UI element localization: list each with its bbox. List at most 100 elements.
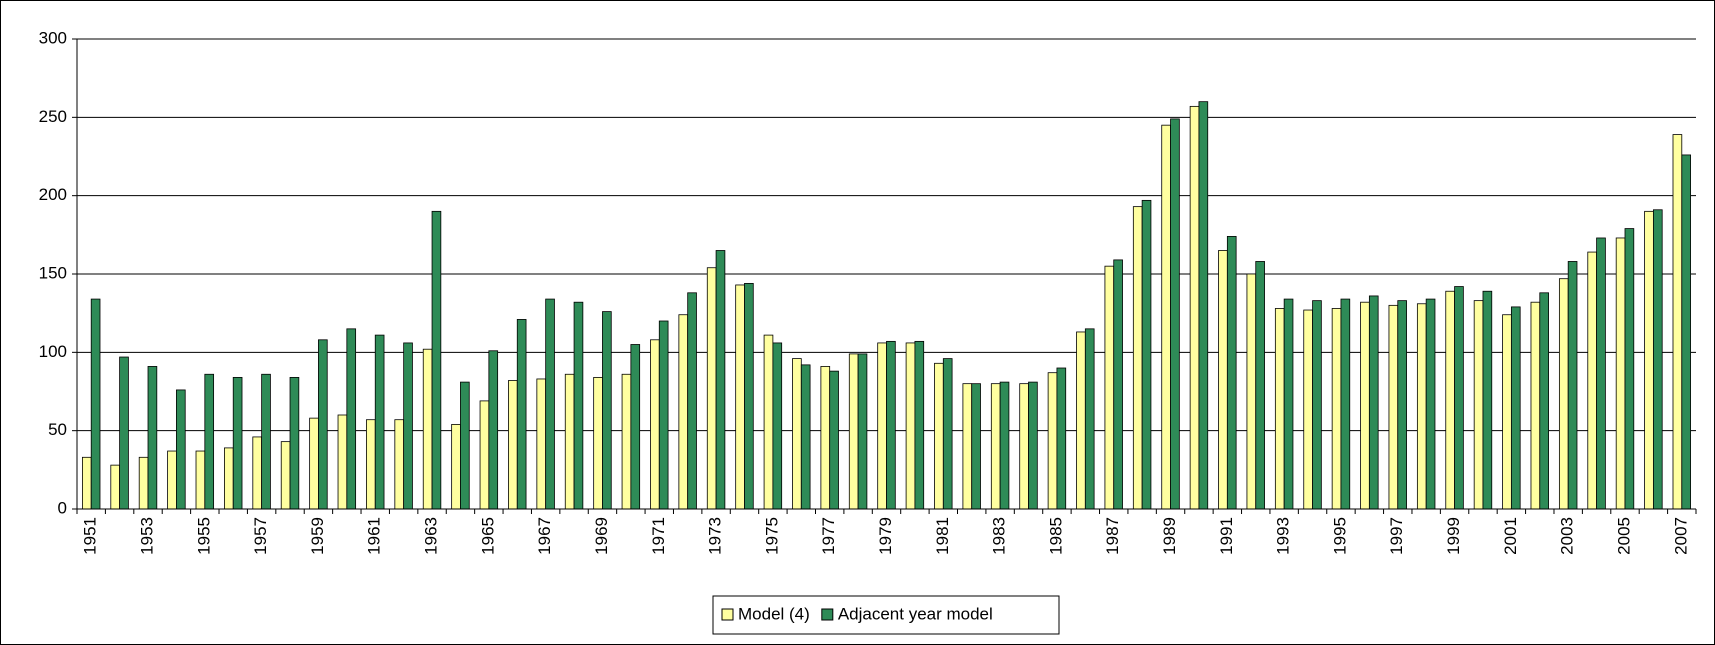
x-tick-label: 1965 — [478, 517, 497, 555]
bar — [176, 389, 186, 510]
x-tick-label: 1989 — [1160, 517, 1179, 555]
bar — [309, 417, 319, 510]
bar — [1652, 209, 1663, 510]
x-tick-label: 1975 — [762, 517, 781, 555]
bar — [1170, 118, 1180, 510]
bar — [508, 380, 518, 510]
x-tick-label: 1993 — [1274, 517, 1293, 555]
bar — [204, 373, 215, 510]
bar — [366, 419, 376, 510]
x-tick-label: 1997 — [1387, 517, 1406, 555]
bar — [962, 383, 973, 510]
bar — [1482, 290, 1493, 510]
bar — [195, 450, 206, 510]
bar — [1076, 331, 1086, 510]
bar — [942, 358, 953, 510]
bar — [1596, 237, 1606, 510]
bar — [877, 342, 887, 510]
legend: Model (4) Adjacent year model — [712, 595, 1060, 635]
bar — [138, 456, 149, 510]
bar — [536, 378, 547, 510]
y-tick-label: 200 — [39, 185, 67, 204]
x-tick-label: 1981 — [933, 517, 952, 555]
bar — [763, 334, 774, 510]
bar — [971, 383, 981, 510]
bar — [735, 284, 745, 510]
x-tick-label: 1969 — [592, 517, 611, 555]
bar — [289, 376, 300, 510]
bar — [1587, 251, 1597, 510]
x-tick-label: 1995 — [1330, 517, 1349, 555]
x-tick-label: 1985 — [1046, 517, 1065, 555]
bar — [886, 340, 896, 510]
bar — [744, 282, 754, 510]
bar — [81, 456, 92, 510]
x-tick-label: 1999 — [1444, 517, 1463, 555]
bar — [1274, 308, 1285, 510]
bar — [1539, 292, 1549, 510]
bar — [914, 340, 925, 510]
bar — [602, 311, 612, 510]
x-tick-label: 2001 — [1501, 517, 1520, 555]
bar — [318, 339, 328, 510]
bar — [451, 423, 461, 510]
bar — [990, 383, 1001, 510]
bar — [772, 342, 783, 510]
y-tick-label: 0 — [58, 498, 67, 517]
bar — [1226, 235, 1237, 510]
bar — [630, 344, 641, 510]
legend-swatch — [821, 608, 834, 621]
bar — [1141, 199, 1152, 510]
bar — [848, 353, 859, 510]
bar — [252, 436, 263, 510]
bar — [403, 342, 413, 510]
x-tick-label: 1979 — [876, 517, 895, 555]
bar — [999, 381, 1010, 510]
bar — [167, 450, 177, 510]
bar — [1113, 259, 1123, 510]
bar — [1360, 301, 1370, 510]
x-tick-label: 1955 — [194, 517, 213, 555]
x-tick-label: 1971 — [649, 517, 668, 555]
bar — [1473, 300, 1484, 510]
bar — [1246, 273, 1257, 510]
bar — [516, 319, 527, 510]
bar — [1084, 328, 1095, 510]
bar — [1502, 314, 1512, 510]
y-tick-label: 150 — [39, 263, 67, 282]
x-tick-label: 2003 — [1558, 517, 1577, 555]
bar — [1028, 381, 1038, 510]
bar — [1132, 206, 1143, 510]
bar — [1331, 308, 1342, 510]
bar — [346, 328, 357, 510]
bar — [545, 298, 555, 510]
bar — [1454, 286, 1464, 510]
bar — [1312, 300, 1322, 510]
bar — [829, 370, 839, 510]
bar — [1388, 304, 1399, 510]
bar — [564, 373, 575, 510]
x-tick-label: 1977 — [819, 517, 838, 555]
bar — [232, 376, 243, 510]
bar — [658, 320, 669, 510]
bar — [1340, 298, 1351, 510]
bar — [394, 419, 405, 510]
legend-label: Adjacent year model — [838, 604, 993, 623]
x-tick-label: 1957 — [251, 517, 270, 555]
bar — [280, 441, 291, 510]
x-tick-label: 1991 — [1217, 517, 1236, 555]
bar — [1198, 101, 1209, 510]
bar — [119, 356, 129, 510]
bar — [1445, 290, 1455, 510]
bar — [792, 358, 802, 510]
x-tick-label: 1951 — [81, 517, 100, 555]
bar — [715, 250, 726, 510]
x-tick-label: 1961 — [365, 517, 384, 555]
bar — [1019, 383, 1029, 510]
bar — [1672, 134, 1683, 510]
bar — [650, 339, 660, 510]
bar — [479, 400, 490, 510]
bar — [1558, 278, 1569, 510]
bar — [1624, 228, 1635, 510]
